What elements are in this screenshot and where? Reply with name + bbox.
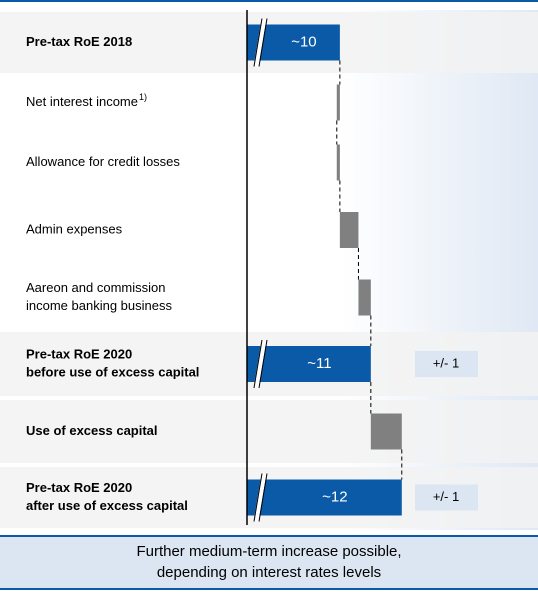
- range-label: +/- 1: [433, 489, 459, 504]
- axis-break: [253, 18, 263, 67]
- bar: [247, 346, 371, 382]
- bar: [336, 84, 340, 121]
- bar: [247, 479, 402, 516]
- axis-break: [253, 18, 267, 67]
- range-box: [415, 484, 478, 511]
- category-label: Allowance for credit losses: [26, 154, 180, 169]
- category-label: Admin expenses: [26, 221, 123, 236]
- category-label: Net interest income: [26, 94, 138, 109]
- axis-break: [258, 473, 268, 522]
- axis-break: [253, 339, 263, 389]
- footer-text: Further medium-term increase possible,: [136, 543, 401, 560]
- category-label: Use of excess capital: [26, 423, 158, 438]
- range-box: [415, 351, 478, 377]
- footer-box: [0, 535, 538, 590]
- category-label: Aareon and commission: [26, 280, 165, 295]
- top-border: [0, 0, 538, 2]
- category-label: income banking business: [26, 298, 172, 313]
- category-label: before use of excess capital: [26, 364, 199, 379]
- category-label: Pre-tax RoE 2018: [26, 34, 132, 49]
- value-label: ~12: [322, 488, 347, 505]
- axis-break: [253, 473, 267, 522]
- bar: [339, 212, 359, 248]
- footer-text: depending on interest rates levels: [157, 564, 381, 581]
- footer-border: [0, 535, 538, 537]
- range-label: +/- 1: [433, 355, 459, 370]
- bar: [358, 279, 371, 316]
- axis-break: [258, 339, 268, 389]
- value-label: ~11: [307, 355, 331, 372]
- bar: [370, 413, 402, 450]
- axis-break: [253, 473, 263, 522]
- value-label: ~10: [291, 33, 316, 50]
- bar: [336, 144, 340, 181]
- axis-break: [258, 18, 268, 67]
- category-label: after use of excess capital: [26, 498, 188, 513]
- category-label: Pre-tax RoE 2020: [26, 346, 132, 361]
- footnote-mark: 1): [139, 92, 147, 102]
- row-background: [0, 400, 538, 463]
- footer-border: [0, 588, 538, 590]
- axis-break: [253, 339, 267, 389]
- category-label: Pre-tax RoE 2020: [26, 480, 132, 495]
